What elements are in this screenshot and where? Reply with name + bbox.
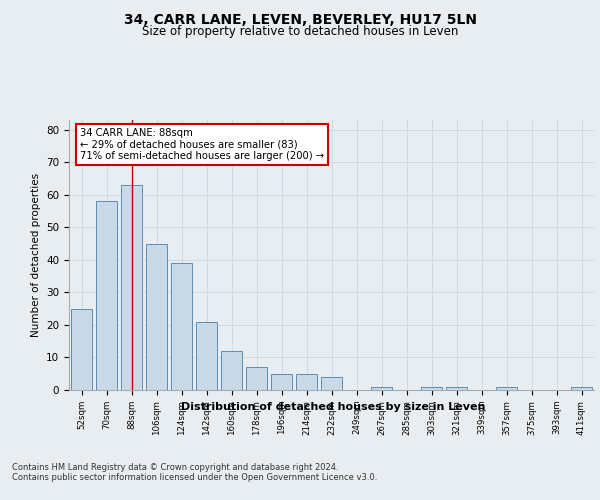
Bar [496, 386, 517, 390]
Text: Contains HM Land Registry data © Crown copyright and database right 2024.
Contai: Contains HM Land Registry data © Crown c… [12, 462, 377, 482]
Bar [146, 244, 167, 390]
Bar [321, 377, 342, 390]
Text: Distribution of detached houses by size in Leven: Distribution of detached houses by size … [181, 402, 485, 412]
Y-axis label: Number of detached properties: Number of detached properties [31, 173, 41, 337]
Bar [446, 386, 467, 390]
Text: 34 CARR LANE: 88sqm
← 29% of detached houses are smaller (83)
71% of semi-detach: 34 CARR LANE: 88sqm ← 29% of detached ho… [79, 128, 323, 162]
Text: Size of property relative to detached houses in Leven: Size of property relative to detached ho… [142, 25, 458, 38]
Bar [296, 374, 317, 390]
Bar [246, 367, 267, 390]
Bar [371, 386, 392, 390]
Bar [196, 322, 217, 390]
Bar [421, 386, 442, 390]
Bar [271, 374, 292, 390]
Bar [71, 308, 92, 390]
Bar [171, 263, 192, 390]
Text: 34, CARR LANE, LEVEN, BEVERLEY, HU17 5LN: 34, CARR LANE, LEVEN, BEVERLEY, HU17 5LN [124, 12, 476, 26]
Bar [571, 386, 592, 390]
Bar [121, 185, 142, 390]
Bar [221, 351, 242, 390]
Bar [96, 202, 117, 390]
